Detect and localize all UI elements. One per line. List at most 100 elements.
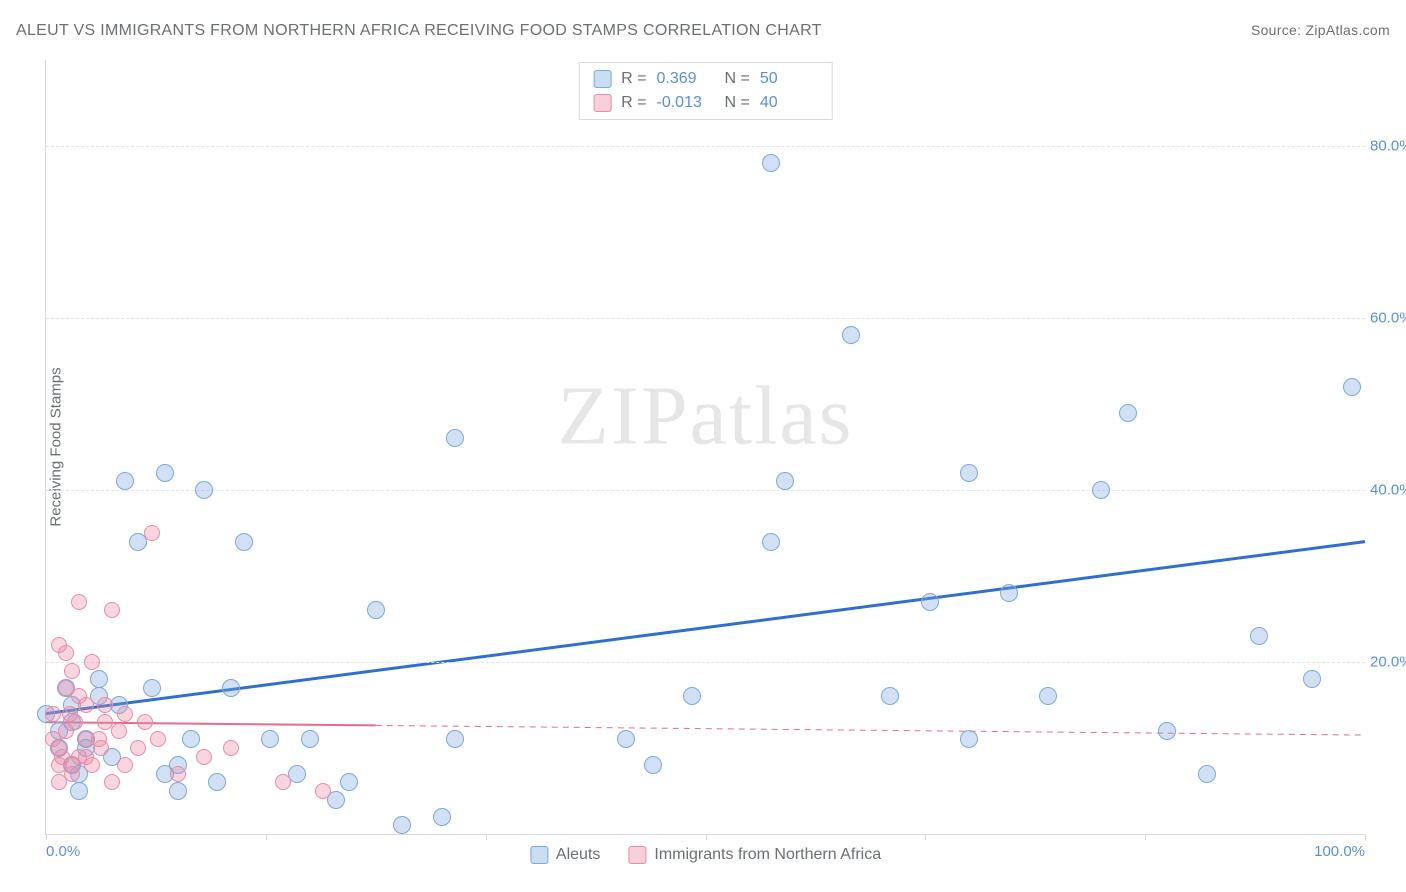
data-point bbox=[301, 730, 319, 748]
data-point bbox=[84, 654, 100, 670]
data-point bbox=[340, 773, 358, 791]
data-point bbox=[45, 706, 61, 722]
data-point bbox=[223, 740, 239, 756]
n-label: N = bbox=[725, 67, 750, 91]
y-tick-label: 20.0% bbox=[1370, 654, 1406, 671]
data-point bbox=[367, 601, 385, 619]
n-label: N = bbox=[725, 91, 750, 115]
data-point bbox=[144, 525, 160, 541]
swatch-icon bbox=[593, 70, 611, 88]
data-point bbox=[67, 714, 83, 730]
data-point bbox=[1343, 378, 1361, 396]
stats-legend-box: R = 0.369 N = 50 R = -0.013 N = 40 bbox=[578, 62, 833, 120]
data-point bbox=[433, 808, 451, 826]
trend-line-extrapolated bbox=[376, 725, 1365, 735]
legend-item-aleuts: Aleuts bbox=[530, 846, 600, 864]
data-point bbox=[921, 593, 939, 611]
gridline bbox=[46, 146, 1365, 147]
chart-title: ALEUT VS IMMIGRANTS FROM NORTHERN AFRICA… bbox=[16, 22, 822, 39]
gridline bbox=[46, 490, 1365, 491]
data-point bbox=[117, 706, 133, 722]
data-point bbox=[762, 154, 780, 172]
data-point bbox=[130, 740, 146, 756]
x-axis-max-label: 100.0% bbox=[1314, 843, 1365, 860]
data-point bbox=[776, 472, 794, 490]
data-point bbox=[1092, 481, 1110, 499]
data-point bbox=[393, 816, 411, 834]
data-point bbox=[881, 687, 899, 705]
data-point bbox=[960, 464, 978, 482]
data-point bbox=[1198, 765, 1216, 783]
data-point bbox=[446, 429, 464, 447]
data-point bbox=[143, 679, 161, 697]
data-point bbox=[169, 782, 187, 800]
data-point bbox=[104, 602, 120, 618]
y-tick-label: 40.0% bbox=[1370, 482, 1406, 499]
data-point bbox=[1039, 687, 1057, 705]
data-point bbox=[275, 774, 291, 790]
stats-row-aleuts: R = 0.369 N = 50 bbox=[593, 67, 818, 91]
trend-lines-layer bbox=[46, 60, 1365, 834]
n-value: 40 bbox=[760, 91, 818, 115]
x-tick bbox=[706, 834, 707, 840]
legend-item-nafrica: Immigrants from Northern Africa bbox=[628, 846, 881, 864]
data-point bbox=[104, 774, 120, 790]
r-label: R = bbox=[621, 91, 646, 115]
data-point bbox=[960, 730, 978, 748]
data-point bbox=[78, 697, 94, 713]
data-point bbox=[446, 730, 464, 748]
r-label: R = bbox=[621, 67, 646, 91]
data-point bbox=[116, 472, 134, 490]
data-point bbox=[97, 697, 113, 713]
series-legend: Aleuts Immigrants from Northern Africa bbox=[530, 846, 881, 864]
data-point bbox=[137, 714, 153, 730]
data-point bbox=[90, 670, 108, 688]
source-attribution: Source: ZipAtlas.com bbox=[1251, 22, 1390, 38]
swatch-icon bbox=[530, 846, 548, 864]
data-point bbox=[1000, 584, 1018, 602]
data-point bbox=[208, 773, 226, 791]
data-point bbox=[315, 783, 331, 799]
data-point bbox=[182, 730, 200, 748]
data-point bbox=[235, 533, 253, 551]
data-point bbox=[683, 687, 701, 705]
data-point bbox=[156, 464, 174, 482]
data-point bbox=[617, 730, 635, 748]
data-point bbox=[1303, 670, 1321, 688]
data-point bbox=[170, 766, 186, 782]
data-point bbox=[64, 663, 80, 679]
swatch-icon bbox=[628, 846, 646, 864]
x-tick bbox=[1145, 834, 1146, 840]
data-point bbox=[644, 756, 662, 774]
y-tick-label: 80.0% bbox=[1370, 138, 1406, 155]
legend-label: Aleuts bbox=[556, 846, 600, 864]
data-point bbox=[84, 757, 100, 773]
x-tick bbox=[1365, 834, 1366, 840]
data-point bbox=[70, 782, 88, 800]
scatter-plot: Receiving Food Stamps ZIPatlas R = 0.369… bbox=[45, 60, 1365, 835]
title-bar: ALEUT VS IMMIGRANTS FROM NORTHERN AFRICA… bbox=[16, 22, 1390, 40]
x-tick bbox=[925, 834, 926, 840]
data-point bbox=[261, 730, 279, 748]
data-point bbox=[1119, 404, 1137, 422]
data-point bbox=[58, 645, 74, 661]
stats-row-nafrica: R = -0.013 N = 40 bbox=[593, 91, 818, 115]
x-tick bbox=[266, 834, 267, 840]
data-point bbox=[93, 740, 109, 756]
x-tick bbox=[46, 834, 47, 840]
r-value: -0.013 bbox=[657, 91, 715, 115]
x-tick bbox=[486, 834, 487, 840]
trend-line bbox=[46, 722, 376, 725]
n-value: 50 bbox=[760, 67, 818, 91]
data-point bbox=[1158, 722, 1176, 740]
r-value: 0.369 bbox=[657, 67, 715, 91]
data-point bbox=[196, 749, 212, 765]
x-axis-min-label: 0.0% bbox=[46, 843, 80, 860]
data-point bbox=[150, 731, 166, 747]
gridline bbox=[46, 318, 1365, 319]
data-point bbox=[842, 326, 860, 344]
data-point bbox=[111, 723, 127, 739]
data-point bbox=[762, 533, 780, 551]
data-point bbox=[117, 757, 133, 773]
data-point bbox=[222, 679, 240, 697]
